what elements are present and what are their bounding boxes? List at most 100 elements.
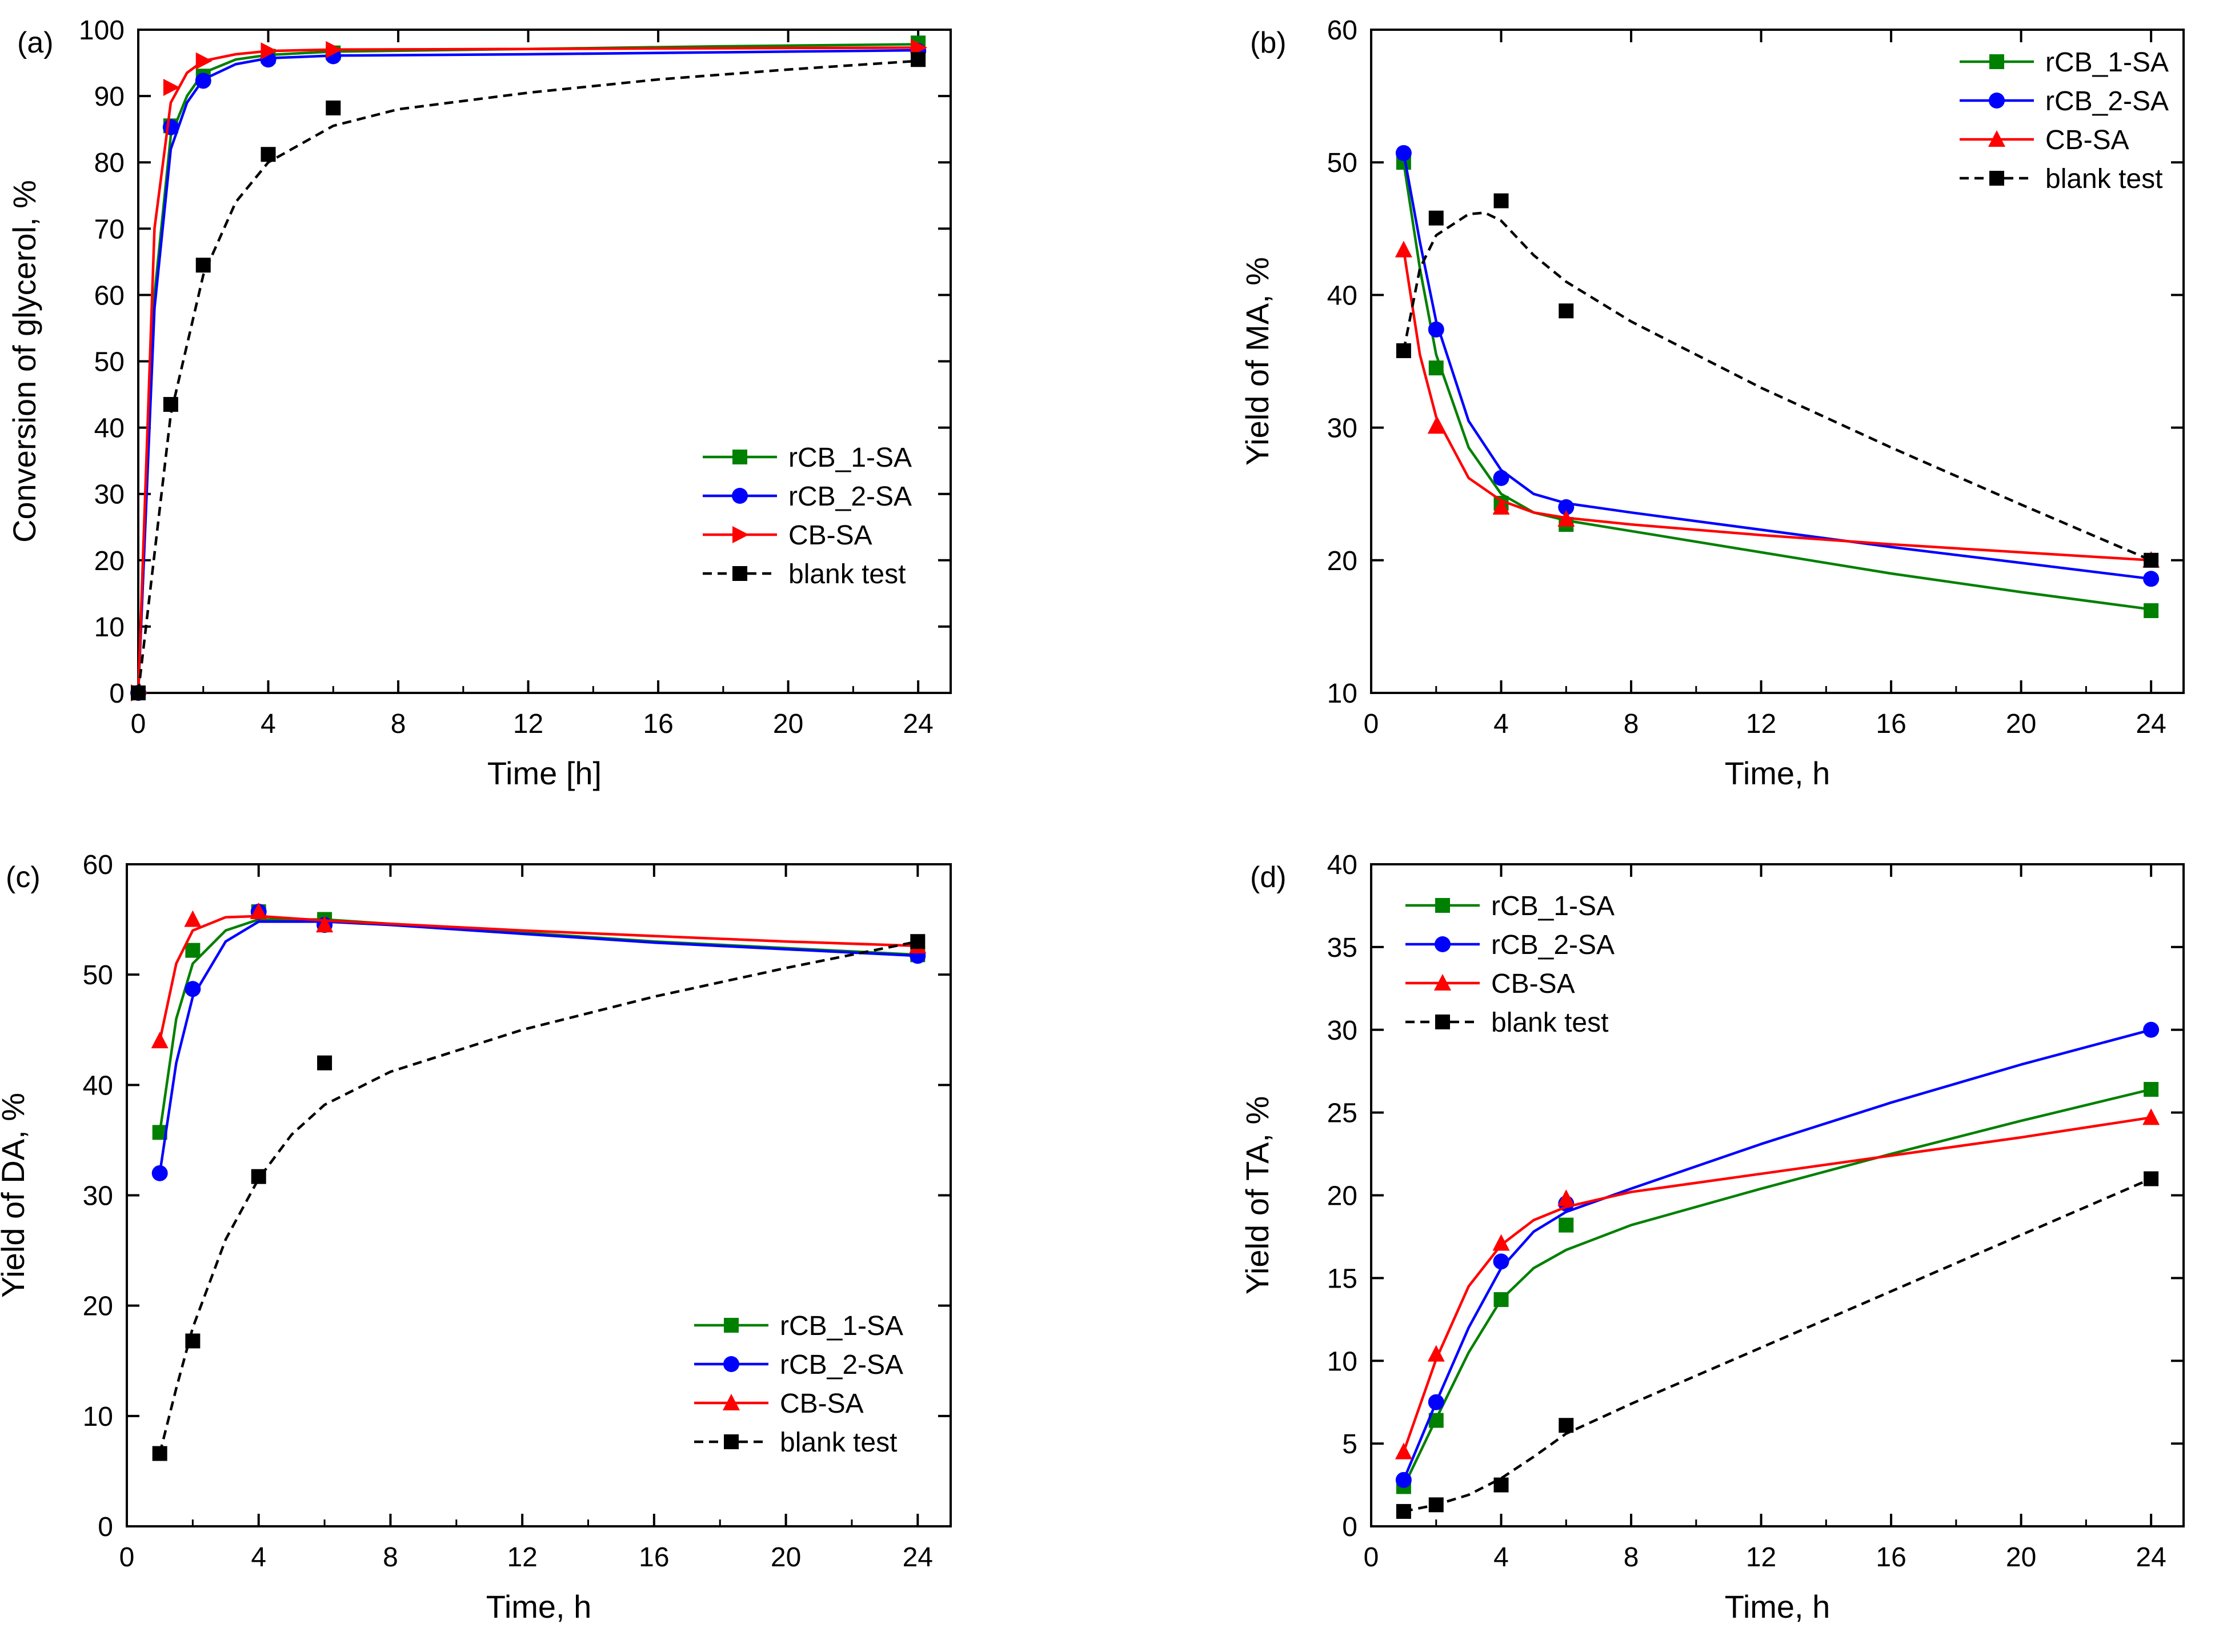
panel-d-series-rcb-2-sa-point — [1428, 1394, 1444, 1410]
panel-d-legend-item: rCB_2-SA — [1405, 930, 1615, 960]
panel-b-series-cb-sa-point — [1395, 240, 1412, 258]
panel-d-legend-marker — [1435, 898, 1450, 913]
panel-c-x-tick-label: 16 — [639, 1542, 669, 1573]
panel-c-x-tick-label: 24 — [903, 1542, 933, 1573]
panel-d-x-tick-label: 8 — [1624, 1542, 1639, 1573]
panel-c-legend-item: rCB_1-SA — [694, 1311, 903, 1341]
panel-d-series-blank-test-point — [1428, 1497, 1444, 1513]
panel-b-x-tick-label: 20 — [2006, 709, 2036, 739]
panel-b-legend-marker — [1989, 93, 2005, 109]
panel-d-series-blank-test-point — [1396, 1503, 1411, 1519]
panel-d-legend-marker — [1435, 1015, 1450, 1029]
panel-c-y-tick-label: 40 — [83, 1070, 113, 1101]
panel-a-y-axis-title: Conversion of glycerol, % — [6, 180, 42, 543]
panel-c-legend-label: blank test — [780, 1428, 897, 1458]
panel-b-series-rcb-2-sa — [1395, 145, 2160, 587]
panel-b-y-axis-title: Yield of MA, % — [1239, 257, 1275, 466]
panel-d-legend-marker — [1434, 974, 1451, 991]
panel-c-series-cb-sa — [151, 903, 927, 1049]
panel-d-y-tick-label: 35 — [1327, 933, 1357, 963]
panel-d-legend-item: blank test — [1405, 1008, 1608, 1038]
panel-b-legend-item: rCB_2-SA — [1960, 86, 2169, 117]
panel-a-y-tick-label: 70 — [94, 214, 125, 244]
panel-a-legend-item: CB-SA — [703, 520, 872, 551]
panel-d-legend-label: CB-SA — [1491, 969, 1575, 999]
panel-d-y-tick-label: 25 — [1327, 1098, 1357, 1129]
panel-a-series-blank-test-point — [163, 396, 178, 412]
panel-b-x-tick-label: 24 — [2136, 709, 2166, 739]
panel-c-legend-marker — [724, 1434, 739, 1449]
panel-d-plot-frame — [1370, 863, 2185, 1527]
panel-b-legend-marker — [1989, 54, 2004, 69]
panel-a-x-tick-label: 16 — [643, 709, 673, 739]
panel-b-series-blank-test-point — [1559, 303, 1574, 319]
panel-d-series-cb-sa-point — [1492, 1234, 1510, 1251]
panel-a-series-blank-test-point — [911, 52, 926, 67]
panel-d-series-blank-test-point — [1559, 1418, 1574, 1433]
panel-a-x-tick-label: 4 — [261, 709, 276, 739]
panel-a-x-tick-label: 20 — [773, 709, 803, 739]
panel-d-y-tick-label: 15 — [1327, 1264, 1357, 1294]
panel-b-series-cb-sa — [1395, 240, 2160, 568]
panel-c-x-axis-title: Time, h — [486, 1589, 592, 1625]
panel-b-legend-label: rCB_1-SA — [2045, 47, 2169, 78]
panel-b-y-tick-label: 50 — [1327, 148, 1357, 178]
panel-b-x-tick-label: 0 — [1364, 709, 1379, 739]
panel-d-series-blank-test — [1396, 1171, 2159, 1519]
panel-c-series-cb-sa-point — [316, 916, 334, 933]
panel-c-legend-marker — [724, 1318, 739, 1333]
panel-c-y-axis-title: Yield of DA, % — [0, 1093, 31, 1298]
panel-a-plot-frame — [137, 29, 952, 694]
panel-b-series-blank-test-line — [1402, 211, 2152, 562]
panel-d-y-tick-label: 20 — [1327, 1181, 1357, 1212]
panel-a-legend-label: blank test — [788, 559, 906, 590]
panel-c-y-tick-label: 50 — [83, 960, 113, 991]
panel-a-legend-label: CB-SA — [788, 520, 872, 551]
panel-d-y-tick-label: 10 — [1327, 1346, 1357, 1377]
panel-a-y-tick-label: 0 — [109, 679, 125, 709]
panel-c-legend-item: CB-SA — [694, 1389, 864, 1419]
panel-b-series-blank-test-point — [1396, 343, 1411, 358]
panel-b-legend-marker — [1988, 130, 2005, 147]
panel-b-series-rcb-1-sa — [1396, 155, 2159, 619]
panel-a-y-tick-label: 50 — [94, 347, 125, 378]
panel-d-x-tick-label: 24 — [2136, 1542, 2166, 1573]
panel-c-legend-marker — [723, 1356, 739, 1372]
panel-b-legend-marker — [1989, 171, 2004, 186]
panel-d-series-cb-sa-point — [1395, 1442, 1412, 1459]
panel-b-series-rcb-2-sa-point — [1558, 499, 1575, 515]
panel-b-series-rcb-2-sa-point — [1395, 145, 1412, 161]
panel-b-series-cb-sa-point — [1557, 510, 1575, 527]
panel-d-x-tick-label: 20 — [2006, 1542, 2036, 1573]
panel-a-legend-item: blank test — [703, 559, 906, 590]
panel-b-series-blank-test-point — [2144, 552, 2159, 568]
panel-a-legend-item: rCB_2-SA — [703, 482, 912, 512]
panel-c-x-tick-label: 12 — [507, 1542, 537, 1573]
panel-c-series-cb-sa-point — [250, 903, 267, 920]
panel-d-y-tick-label: 5 — [1342, 1429, 1357, 1459]
panel-c-legend-item: rCB_2-SA — [694, 1350, 903, 1380]
panel-c-y-tick-label: 10 — [83, 1402, 113, 1432]
panel-c-series-rcb-2-sa — [151, 904, 926, 1181]
panel-a-y-tick-label: 90 — [94, 82, 125, 112]
panel-c-series-cb-sa-point — [151, 1032, 169, 1049]
panel-b-series-rcb-1-sa-point — [1428, 360, 1444, 376]
panel-d-series-cb-sa-point — [1427, 1345, 1445, 1362]
panel-c-label: (c) — [6, 861, 41, 894]
panel-c-series-rcb-2-sa-line — [158, 920, 918, 1174]
panel-b-series-cb-sa-point — [1427, 417, 1445, 434]
panel-b-chart: 0 4 8 12 16 20 24 10 20 30 40 50 60 Time, h Yield of M… — [1239, 15, 2185, 791]
panel-d-legend: rCB_1-SA rCB_2-SA CB-SA blank test — [1405, 891, 1615, 1038]
panel-d-label: (d) — [1250, 861, 1287, 894]
panel-c-series-blank-test-point — [152, 1446, 167, 1461]
panel-d-chart: 0 4 8 12 16 20 24 0 5 10 15 20 25 30 35 40 Time, h Yield … — [1239, 850, 2185, 1625]
panel-b-series-rcb-2-sa-point — [1493, 470, 1509, 486]
panel-d-x-tick-label: 4 — [1493, 1542, 1509, 1573]
panel-d-legend-label: blank test — [1491, 1008, 1608, 1038]
panel-c-x-tick-label: 0 — [119, 1542, 135, 1573]
panel-a-legend-marker — [732, 526, 749, 543]
panel-b-series-rcb-2-sa-point — [1428, 321, 1444, 338]
panel-d-series-rcb-2-sa-point — [2143, 1021, 2160, 1038]
panel-b-series-rcb-2-sa-point — [2143, 571, 2160, 587]
panel-a-y-tick-label: 10 — [94, 612, 125, 643]
